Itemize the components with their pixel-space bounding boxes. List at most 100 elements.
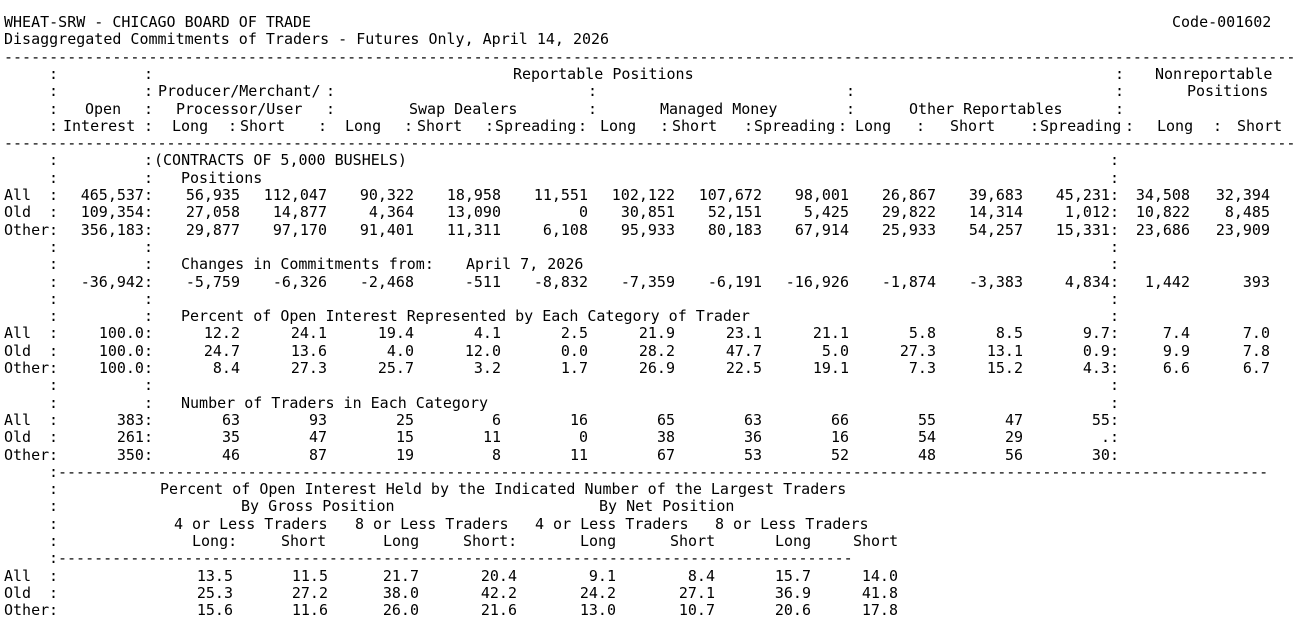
cell-pm-long: 8.4 bbox=[130, 360, 240, 377]
value: 25.3 bbox=[196, 584, 233, 602]
row-label: : bbox=[49, 151, 59, 169]
value: 55 bbox=[917, 411, 936, 429]
row-label-text: Old bbox=[4, 342, 32, 360]
positions-row-all: All: 465,537: 56,935 112,047 90,322 18,958 11,… bbox=[0, 187, 1305, 205]
row-label: : bbox=[49, 290, 59, 308]
row-label-text: Other bbox=[4, 601, 50, 619]
value: 26,867 bbox=[881, 186, 936, 204]
spacer-line: ::: bbox=[0, 377, 1305, 395]
value: 29 bbox=[1004, 428, 1023, 446]
header-nonreportable: Nonreportable bbox=[1155, 65, 1273, 83]
header-other-reportables: Other Reportables bbox=[909, 100, 1063, 118]
value: 42.2 bbox=[480, 584, 517, 602]
value: 8.4 bbox=[212, 359, 240, 377]
header-by-gross-position: By Gross Position bbox=[241, 497, 395, 515]
value: 15.6 bbox=[196, 601, 233, 619]
cell-conc-1: 11.5 bbox=[218, 568, 328, 585]
value: 8.5 bbox=[995, 324, 1023, 342]
cell-mm-long: 102,122 bbox=[565, 187, 675, 204]
cell-or-spreading: .: bbox=[1100, 428, 1119, 446]
value: -7,359 bbox=[620, 273, 675, 291]
section-title-positions: Positions bbox=[181, 169, 263, 187]
cell-or-spreading: : bbox=[1109, 290, 1119, 308]
cell-sd-long: 90,322 bbox=[304, 187, 414, 204]
cell-pm-short: 14,877 bbox=[217, 204, 327, 221]
cell-conc-7: 41.8 bbox=[788, 585, 898, 602]
value: 383 bbox=[116, 411, 144, 429]
cell-or-short: 29 bbox=[913, 429, 1023, 446]
row-label-text: All bbox=[4, 411, 32, 429]
value: 27,058 bbox=[185, 203, 240, 221]
value: 24.7 bbox=[203, 342, 240, 360]
cell-nr-short: 7.0 bbox=[1160, 325, 1270, 342]
row-label: Other: bbox=[4, 601, 59, 619]
cell-or-long: 55 bbox=[826, 412, 936, 429]
colon-separator: : bbox=[588, 100, 598, 118]
cell-or-short: 47 bbox=[913, 412, 1023, 429]
value: 27.2 bbox=[291, 584, 328, 602]
col-header-long: Long: bbox=[192, 532, 238, 550]
value: 6.7 bbox=[1242, 359, 1270, 377]
cell-sd-spreading: 1.7 bbox=[478, 360, 588, 377]
row-label: All: bbox=[4, 186, 59, 204]
header-swap-dealers: Swap Dealers bbox=[409, 100, 518, 118]
col-header-spreading: Spreading bbox=[495, 117, 577, 135]
cell-sd-spreading: 16 bbox=[478, 412, 588, 429]
cell-sd-spreading: 0 bbox=[478, 429, 588, 446]
value: 5,425 bbox=[803, 203, 849, 221]
value: 38.0 bbox=[382, 584, 419, 602]
cell-open-interest: : bbox=[143, 255, 153, 273]
cell-mm-long: -7,359 bbox=[565, 274, 675, 291]
divider-line: ----------------------------------------… bbox=[0, 135, 1305, 153]
value: 41.8 bbox=[861, 584, 898, 602]
divider-line: ----------------------------------------… bbox=[0, 49, 1305, 67]
cell-sd-short: 13,090 bbox=[391, 204, 501, 221]
concentration-title-line: : Percent of Open Interest Held by the In… bbox=[0, 481, 1305, 499]
cell-sd-short: 6 bbox=[391, 412, 501, 429]
value: 87 bbox=[308, 446, 327, 464]
cell-pm-short: 87 bbox=[217, 447, 327, 464]
value: 100.0 bbox=[98, 342, 144, 360]
colon-separator: : bbox=[144, 117, 154, 135]
cell-nr-short: 393 bbox=[1160, 274, 1270, 291]
value: 36 bbox=[743, 428, 762, 446]
colon-separator: : bbox=[49, 480, 59, 498]
value: 6,108 bbox=[542, 221, 588, 239]
colon-separator: : bbox=[916, 117, 926, 135]
cell-pm-short: 24.1 bbox=[217, 325, 327, 342]
colon-separator: : bbox=[49, 515, 59, 533]
cell-pm-short: 13.6 bbox=[217, 343, 327, 360]
subtitle-line: Disaggregated Commitments of Traders - F… bbox=[0, 31, 1305, 49]
value: 3.2 bbox=[473, 359, 501, 377]
value: 97,170 bbox=[272, 221, 327, 239]
value: 53 bbox=[743, 446, 762, 464]
cell-or-short: 15.2 bbox=[913, 360, 1023, 377]
value: 10,822 bbox=[1135, 203, 1190, 221]
cell-mm-short: 80,183 bbox=[652, 222, 762, 239]
value: 93 bbox=[308, 411, 327, 429]
cell-pm-long: 56,935 bbox=[130, 187, 240, 204]
cell-nr-long: 10,822 bbox=[1080, 204, 1190, 221]
row-label: : bbox=[49, 376, 59, 394]
cell-mm-spreading: 52 bbox=[739, 447, 849, 464]
colon-separator: : bbox=[326, 100, 336, 118]
value: 109,354 bbox=[80, 203, 144, 221]
cell-conc-6: 20.6 bbox=[701, 602, 811, 619]
cell-sd-long: 19 bbox=[304, 447, 414, 464]
value: 356,183 bbox=[80, 221, 144, 239]
row-label: : bbox=[49, 169, 59, 187]
value: 34,508 bbox=[1135, 186, 1190, 204]
value: 39,683 bbox=[968, 186, 1023, 204]
divider-line: : ---------------------------------------… bbox=[0, 464, 1305, 482]
value: 6.6 bbox=[1162, 359, 1190, 377]
cell-or-long: 29,822 bbox=[826, 204, 936, 221]
value: 7.4 bbox=[1162, 324, 1190, 342]
cell-or-long: 5.8 bbox=[826, 325, 936, 342]
value: 6 bbox=[491, 411, 501, 429]
value: 100.0 bbox=[98, 359, 144, 377]
header-open: Open bbox=[85, 100, 122, 118]
row-label: : bbox=[49, 273, 59, 291]
colon-separator: : bbox=[846, 82, 856, 100]
value: 4,834 bbox=[1064, 273, 1110, 291]
value: 1.7 bbox=[560, 359, 588, 377]
